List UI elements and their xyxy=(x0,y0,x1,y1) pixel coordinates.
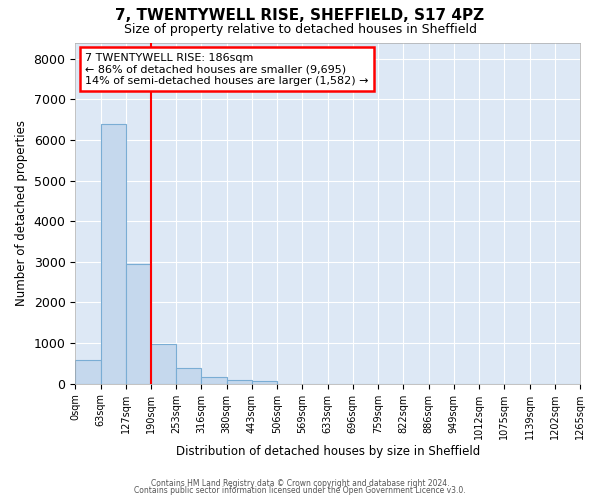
X-axis label: Distribution of detached houses by size in Sheffield: Distribution of detached houses by size … xyxy=(176,444,480,458)
Bar xyxy=(75,360,101,384)
Bar xyxy=(252,382,277,384)
Bar xyxy=(202,377,227,384)
Y-axis label: Number of detached properties: Number of detached properties xyxy=(15,120,28,306)
Text: Contains HM Land Registry data © Crown copyright and database right 2024.: Contains HM Land Registry data © Crown c… xyxy=(151,478,449,488)
Bar xyxy=(126,264,151,384)
Bar xyxy=(176,368,202,384)
Bar xyxy=(227,380,252,384)
Text: Contains public sector information licensed under the Open Government Licence v3: Contains public sector information licen… xyxy=(134,486,466,495)
Text: 7, TWENTYWELL RISE, SHEFFIELD, S17 4PZ: 7, TWENTYWELL RISE, SHEFFIELD, S17 4PZ xyxy=(115,8,485,22)
Bar xyxy=(101,124,126,384)
Text: Size of property relative to detached houses in Sheffield: Size of property relative to detached ho… xyxy=(124,22,476,36)
Text: 7 TWENTYWELL RISE: 186sqm
← 86% of detached houses are smaller (9,695)
14% of se: 7 TWENTYWELL RISE: 186sqm ← 86% of detac… xyxy=(85,52,369,86)
Bar xyxy=(151,344,176,384)
